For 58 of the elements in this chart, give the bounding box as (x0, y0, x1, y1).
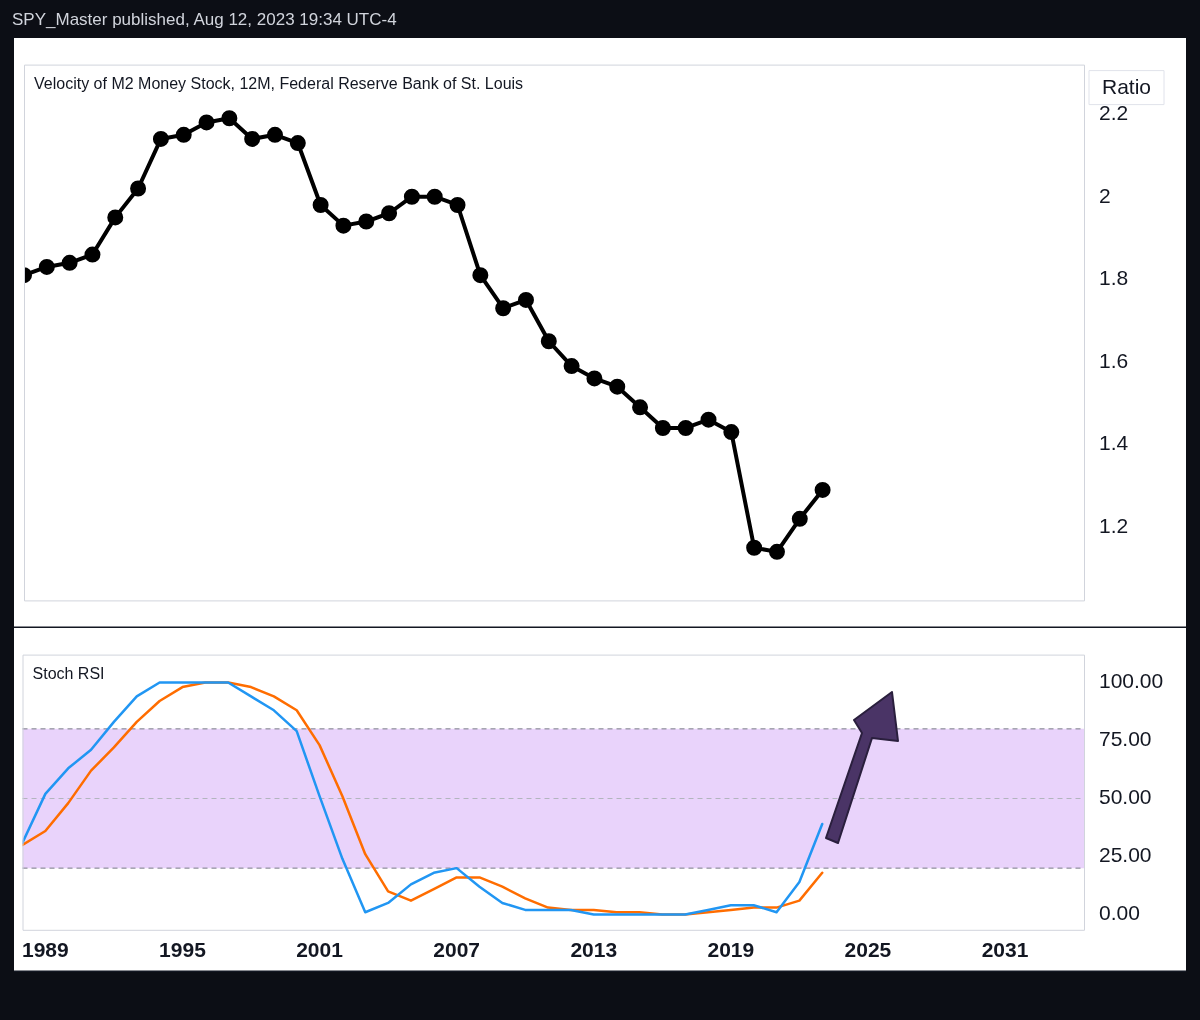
point (335, 217, 352, 234)
point (130, 180, 147, 197)
point (84, 246, 101, 263)
point (38, 258, 55, 275)
point (426, 188, 443, 205)
point (791, 510, 808, 527)
point (677, 419, 694, 436)
point (563, 358, 580, 375)
point (540, 333, 557, 350)
y-tick-label: 1.4 (1099, 431, 1129, 455)
text: Stoch RSI (32, 665, 105, 683)
point (700, 411, 717, 428)
y-tick-label: 100.00 (1099, 669, 1164, 693)
text: Velocity of M2 Money Stock, 12M, Federal Reserve Bank of St. Louis (34, 75, 524, 93)
y-tick-label: 2 (1099, 183, 1111, 207)
x-tick-label: 1989 (22, 938, 69, 962)
y-tick-label: 1.8 (1099, 266, 1129, 290)
y-tick-label: 0.00 (1099, 901, 1140, 925)
y-tick-label: 2.2 (1099, 100, 1129, 124)
x-tick-label: 2013 (570, 938, 618, 962)
point (221, 110, 238, 127)
y-tick-label: 50.00 (1099, 785, 1152, 809)
y-tick-label: 75.00 (1099, 727, 1152, 751)
point (107, 209, 124, 226)
text: SPY_Master published, Aug 12, 2023 19:34 UTC-4 (12, 10, 397, 30)
point (358, 213, 375, 230)
point (632, 399, 649, 416)
point (449, 196, 466, 213)
point (609, 378, 626, 395)
point (814, 481, 831, 498)
point (61, 254, 78, 271)
y-axis-title: Ratio (1102, 75, 1152, 99)
point (312, 196, 329, 213)
point (266, 126, 283, 143)
x-tick-label: 2019 (707, 938, 755, 962)
point (517, 291, 534, 308)
x-tick-label: 2031 (981, 938, 1029, 962)
point (175, 126, 192, 143)
point (472, 267, 489, 284)
point (198, 114, 215, 131)
point (381, 205, 398, 222)
y-tick-label: 1.6 (1099, 348, 1129, 372)
point (768, 543, 785, 560)
x-tick-label: 2025 (844, 938, 892, 962)
point (403, 188, 420, 205)
y-tick-label: 1.2 (1099, 513, 1129, 537)
point (746, 539, 763, 556)
point (152, 130, 169, 147)
point (723, 424, 740, 441)
point (495, 300, 512, 317)
point (289, 135, 306, 152)
x-tick-label: 2007 (433, 938, 480, 962)
x-tick-label: 1995 (159, 938, 207, 962)
point (586, 370, 603, 387)
point (654, 419, 671, 436)
x-tick-label: 2001 (296, 938, 344, 962)
point (244, 130, 261, 147)
y-tick-label: 25.00 (1099, 843, 1152, 867)
